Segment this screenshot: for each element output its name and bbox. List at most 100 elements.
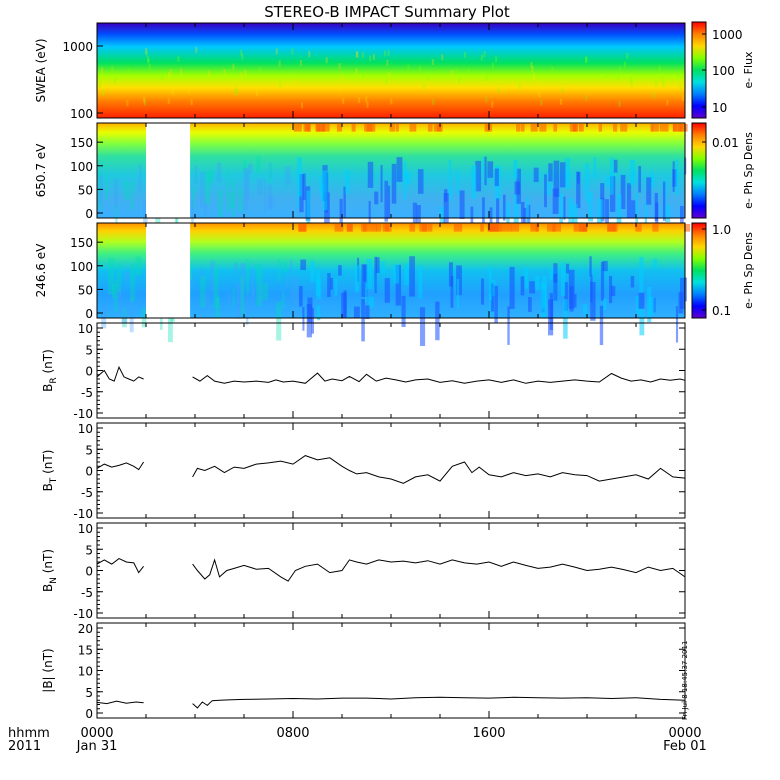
pad246-streak [492,280,496,297]
pad246-streak [409,224,416,232]
pad650-streak [609,157,614,195]
pad650-streak [605,176,610,187]
pad650-streak [577,171,580,184]
swea-streak [369,55,372,62]
pad246-streak [582,224,588,232]
pad650-streak [629,159,636,185]
swea-streak [195,46,198,53]
pad246-streak [290,259,293,302]
pad650-streak [600,183,605,200]
pad246-streak [365,305,370,320]
pad246-streak [334,224,344,232]
pad246-streak [327,273,331,297]
pad650-streak [516,124,521,132]
swea-streak [679,82,682,89]
pad650-heatmap: 150 100 50 0 650.7 eV 0.01 e- Ph Sp Dens [34,122,755,247]
pad650-streak [319,175,322,193]
pad650-streak [200,171,205,208]
pad246-streak [590,281,596,321]
pad650-streak [539,124,547,132]
pad650-streak [269,162,272,178]
pad246-streak [384,278,390,303]
pad650-streak [548,163,553,182]
swea-streak [384,50,387,57]
pad650-streak [232,178,236,218]
pad246-streak [649,296,655,316]
pad246-streak [603,298,607,311]
br-ytick-label: 5 [85,343,93,357]
swea-streak [169,68,172,75]
bn-frame [96,522,686,619]
swea-streak [536,83,539,90]
pad650-streak [297,157,302,197]
pad246-streak [239,276,245,317]
pad246-streak [528,297,532,312]
pad246-streak [365,282,368,303]
swea-streak [114,77,117,84]
pad650-streak [296,192,300,208]
pad246-streak [639,307,645,336]
pad246-streak [116,262,122,293]
swea-streak [426,74,429,81]
pad650-streak [520,201,525,236]
pad246-streak [630,276,635,288]
pad246-streak [635,296,640,316]
bn-ytick-label: -10 [73,607,93,621]
pad246-streak [234,262,238,275]
swea-streak [291,48,294,55]
pad246-streak [108,257,115,295]
pad650-streak [520,124,525,132]
swea-streak [355,68,358,75]
br-ytick-label: 0 [85,365,93,379]
br-ytick-label: 10 [78,322,93,336]
pad650-streak [646,177,652,205]
pad246-streak [369,224,377,232]
bt-ytick-label: -10 [73,507,93,521]
pad246-streak [300,259,307,271]
pad246-streak [589,256,592,277]
bmag-ylabel: |B| (nT) [41,648,55,692]
pad246-streak [204,292,210,308]
pad246-streak [635,224,642,232]
pad650-streak [322,170,328,211]
pad650-streak [620,174,626,210]
pad246-streak [311,307,315,334]
swea-streak [530,61,533,68]
pad650-streak [256,156,261,174]
swea-streak [236,89,239,96]
pad246-streak [639,256,644,293]
pad650-streak [204,171,211,205]
pad650-streak [238,189,244,213]
pad650-streak [443,193,449,231]
swea-streak [101,67,104,74]
pad246-streak [341,292,347,319]
swea-ylabel: SWEA (eV) [34,38,48,102]
pad246-streak [245,296,249,325]
pad650-streak [306,190,311,230]
swea-streak [325,57,328,64]
swea-streak [372,53,375,60]
pad246-heatmap: 150 100 50 0 246.6 eV 1.0 0.1 e- Ph Sp Dens [34,222,755,346]
plot-title: STEREO-B IMPACT Summary Plot [264,3,510,21]
pad246-streak [507,306,510,345]
pad650-colorbar-tick-label: 0.01 [712,136,739,150]
pad246-streak [678,292,684,314]
pad650-streak [675,159,679,195]
pad246-streak [215,297,220,319]
pad650-streak [396,157,403,182]
pad650-streak [585,163,590,203]
br-series-line [96,365,144,382]
pad246-streak [380,261,386,274]
pad246-streak [684,224,691,232]
bn-series-line [96,558,144,574]
pad650-ylabel: 650.7 eV [34,143,48,198]
pad246-streak [610,285,616,297]
pad650-streak [638,165,642,193]
swea-streak [681,95,684,102]
pad650-streak [247,163,253,175]
pad650-streak [114,179,119,208]
swea-streak [356,51,359,58]
swea-streak [339,85,342,92]
pad650-streak [339,198,343,224]
pad650-streak [268,163,272,183]
